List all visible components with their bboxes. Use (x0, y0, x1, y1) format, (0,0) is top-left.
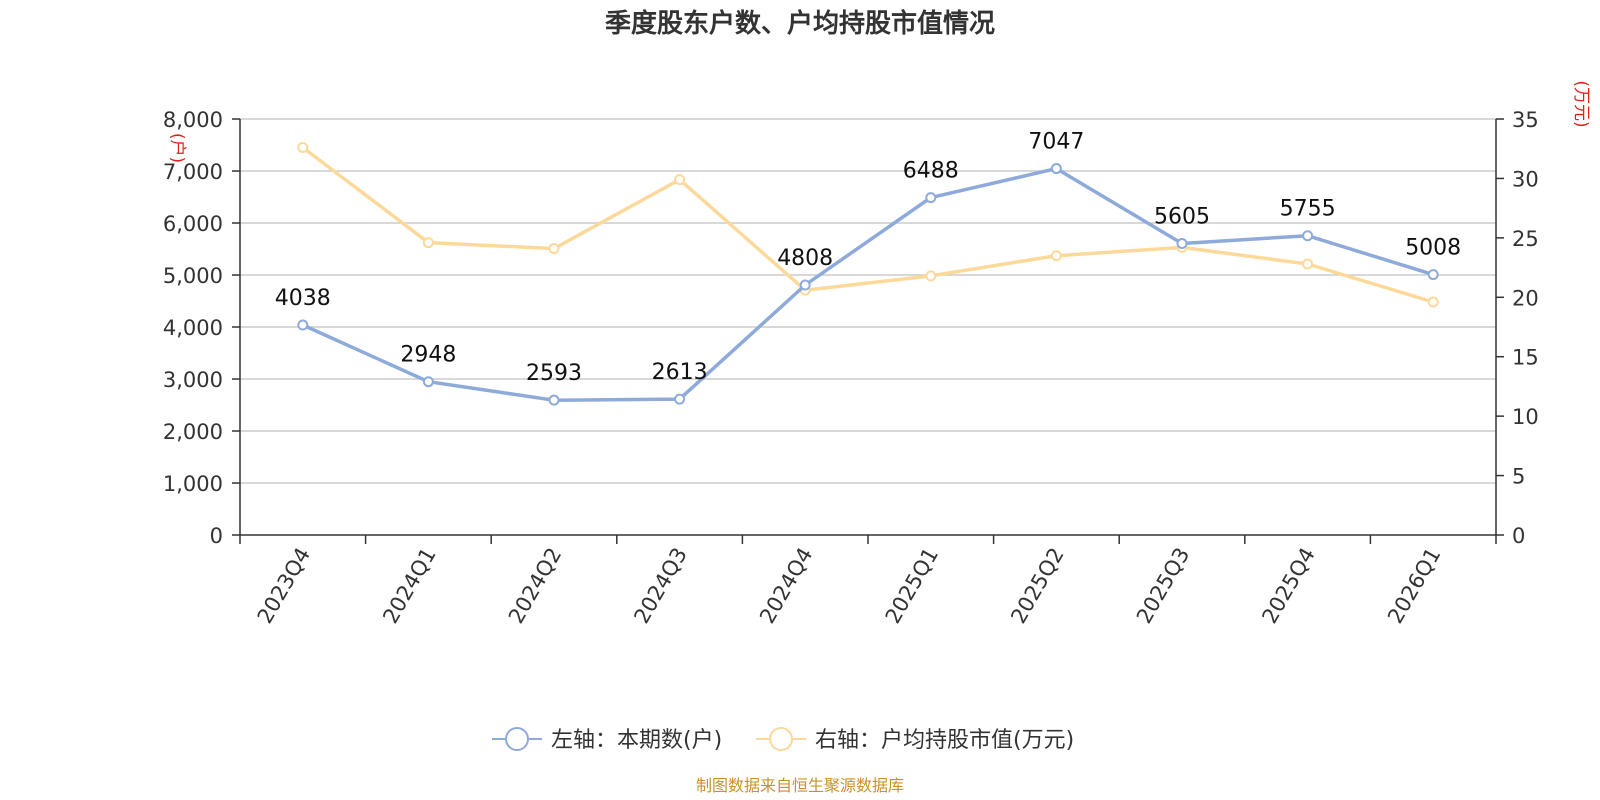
data-point-right[interactable] (1427, 296, 1439, 308)
left-axis-tick-label: 1,000 (163, 472, 223, 496)
left-axis-tick-label: 0 (210, 524, 223, 548)
right-axis-tick-label: 5 (1512, 465, 1525, 489)
data-point-right[interactable] (548, 243, 560, 255)
series-line-left (302, 166, 1434, 402)
grid-lines (240, 118, 1496, 484)
legend: 左轴：本期数(户) 右轴：户均持股市值(万元) (492, 727, 1074, 753)
data-point-right[interactable] (297, 142, 309, 154)
right-axis-tick-label: 25 (1512, 227, 1539, 251)
legend-item-right-series[interactable]: 右轴：户均持股市值(万元) (756, 727, 1074, 753)
left-axis-tick-label: 4,000 (163, 316, 223, 340)
right-axis-tick-label: 15 (1512, 346, 1539, 370)
right-axis-tick-label: 10 (1512, 405, 1539, 429)
data-point-left[interactable] (1427, 269, 1439, 281)
data-point-right[interactable] (1302, 258, 1314, 270)
data-point-left[interactable] (1050, 163, 1062, 175)
right-axis-tick-label: 30 (1512, 167, 1539, 191)
left-axis-tick-label: 2,000 (163, 420, 223, 444)
x-axis-tick-label: 2025Q2 (1006, 544, 1068, 628)
data-label: 7047 (1028, 130, 1084, 155)
legend-label-left-series: 左轴：本期数(户) (551, 728, 722, 753)
x-axis-tick-label: 2024Q2 (504, 544, 566, 628)
x-axis-tick-label: 2023Q4 (253, 544, 315, 628)
data-label: 5755 (1280, 197, 1336, 222)
data-label: 2593 (526, 361, 582, 386)
data-point-right[interactable] (422, 237, 434, 249)
x-axis-tick-label: 2025Q4 (1257, 544, 1319, 628)
data-label: 5008 (1405, 236, 1461, 261)
data-point-left[interactable] (674, 393, 686, 405)
right-axis-tick-label: 20 (1512, 286, 1539, 310)
series-lines (297, 142, 1439, 406)
legend-marker-left-series (505, 727, 529, 751)
data-label: 6488 (903, 159, 959, 184)
data-label: 5605 (1154, 205, 1210, 230)
data-point-left[interactable] (799, 279, 811, 291)
data-point-left[interactable] (548, 394, 560, 406)
left-axis-tick-label: 7,000 (163, 160, 223, 184)
left-axis-tick-label: 8,000 (163, 108, 223, 132)
data-label: 2613 (652, 360, 708, 385)
data-point-right[interactable] (925, 270, 937, 282)
x-axis-tick-label: 2025Q3 (1132, 544, 1194, 628)
data-label: 4808 (777, 246, 833, 271)
legend-item-left-series[interactable]: 左轴：本期数(户) (492, 727, 722, 753)
series-line-right (301, 146, 1434, 304)
right-axis-tick-label: 0 (1512, 524, 1525, 548)
source-note: 制图数据来自恒生聚源数据库 (696, 776, 904, 795)
chart-title: 季度股东户数、户均持股市值情况 (605, 8, 995, 39)
x-axis-tick-label: 2024Q3 (629, 544, 691, 628)
left-axis-tick-label: 5,000 (163, 264, 223, 288)
left-axis-unit: (户) (167, 133, 187, 163)
legend-label-right-series: 右轴：户均持股市值(万元) (815, 728, 1074, 753)
x-axis-tick-label: 2026Q1 (1383, 544, 1445, 628)
axes: 0 1,000 2,000 3,000 4,000 5,000 6,000 7,000 8,00… (163, 108, 1539, 628)
data-labels: 4038 2948 2593 2613 4808 6488 7047 5605 5755 5008 (275, 130, 1461, 387)
x-axis-tick-label: 2024Q4 (755, 544, 817, 628)
data-point-left[interactable] (297, 319, 309, 331)
legend-marker-right-series (769, 727, 793, 751)
left-axis-tick-label: 6,000 (163, 212, 223, 236)
left-axis-tick-label: 3,000 (163, 368, 223, 392)
x-axis-tick-label: 2025Q1 (881, 544, 943, 628)
data-point-right[interactable] (674, 174, 686, 186)
data-label: 2948 (400, 343, 456, 368)
data-point-left[interactable] (422, 376, 434, 388)
data-point-right[interactable] (1050, 250, 1062, 262)
data-label: 4038 (275, 286, 331, 311)
right-axis-unit: (万元) (1571, 80, 1591, 127)
data-point-left[interactable] (1302, 230, 1314, 242)
data-point-left[interactable] (925, 192, 937, 204)
x-axis-tick-label: 2024Q1 (378, 544, 440, 628)
right-axis-tick-label: 35 (1512, 108, 1539, 132)
data-point-left[interactable] (1176, 238, 1188, 250)
